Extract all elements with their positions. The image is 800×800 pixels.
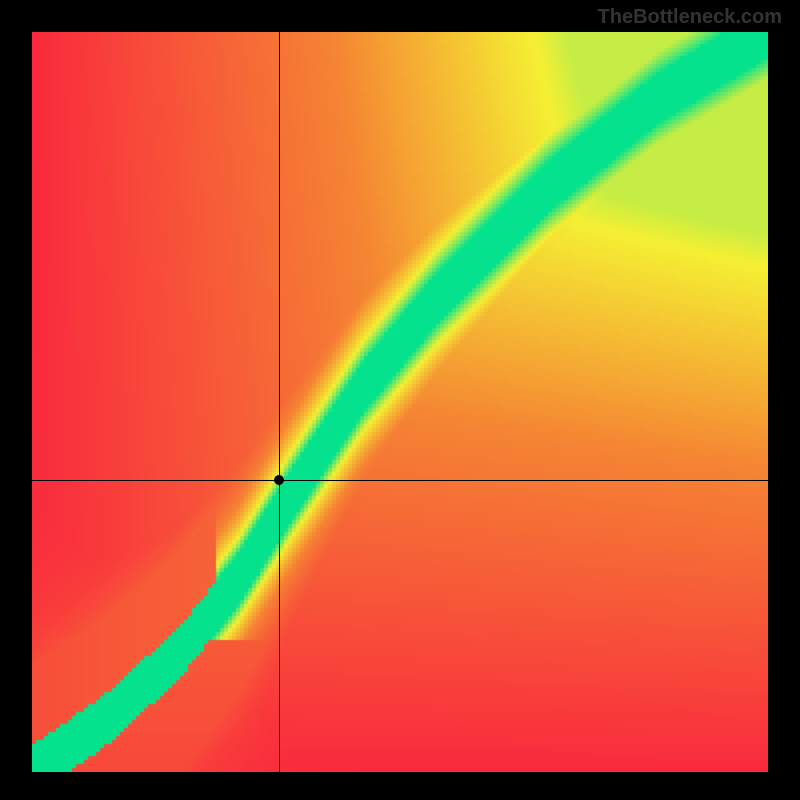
crosshair-marker[interactable] [274, 475, 284, 485]
plot-area [32, 32, 768, 772]
crosshair-vertical [279, 32, 280, 772]
heatmap-canvas [32, 32, 768, 772]
watermark-text: TheBottleneck.com [598, 6, 782, 29]
crosshair-horizontal [32, 480, 768, 481]
